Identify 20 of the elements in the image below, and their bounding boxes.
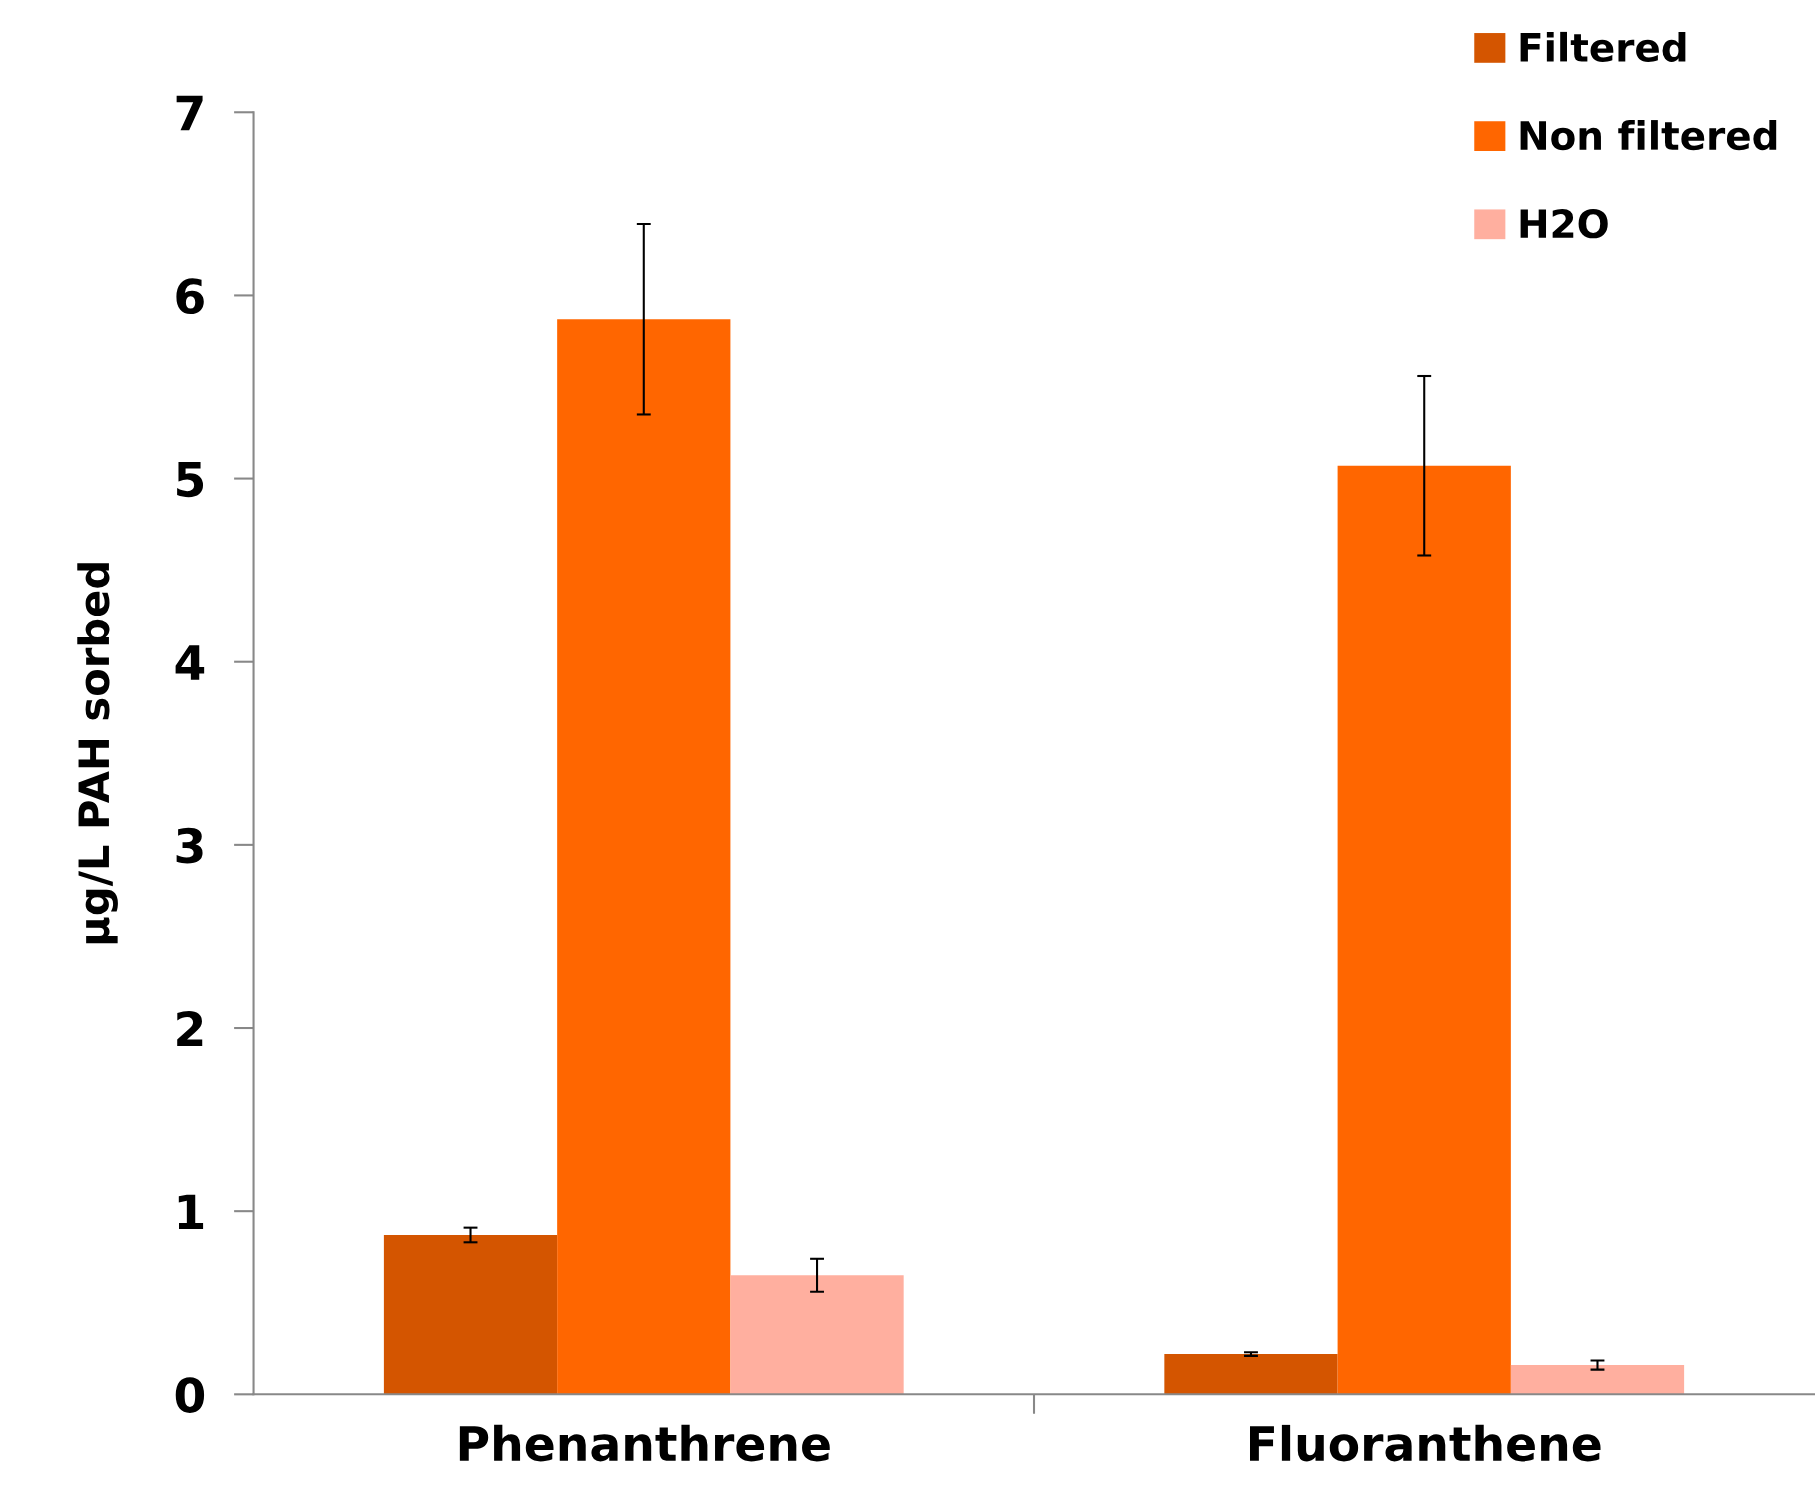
bar — [730, 1275, 904, 1395]
bar — [383, 1234, 558, 1395]
y-tick-label: 1 — [178, 1194, 204, 1230]
x-tick-label: Fluoranthene — [1250, 1424, 1601, 1462]
x-tick-label: Phenanthrene — [459, 1424, 830, 1462]
legend-label: Non filtered — [1520, 120, 1777, 151]
y-tick-label: 6 — [176, 278, 204, 315]
bar — [1164, 1354, 1338, 1395]
y-tick-label: 2 — [177, 1010, 203, 1046]
y-tick-label: 4 — [175, 645, 205, 680]
y-tick-label: 7 — [176, 95, 203, 131]
legend-label: H2O — [1520, 208, 1608, 239]
bar — [1337, 465, 1511, 1395]
bar — [1510, 1365, 1685, 1395]
y-tick-label: 0 — [175, 1377, 205, 1413]
legend-label: Filtered — [1520, 31, 1686, 62]
y-tick-label: 3 — [176, 827, 203, 864]
bar — [557, 319, 731, 1395]
y-tick-label: 5 — [177, 462, 204, 498]
y-axis-title: µg/L PAH sorbed — [77, 563, 118, 944]
